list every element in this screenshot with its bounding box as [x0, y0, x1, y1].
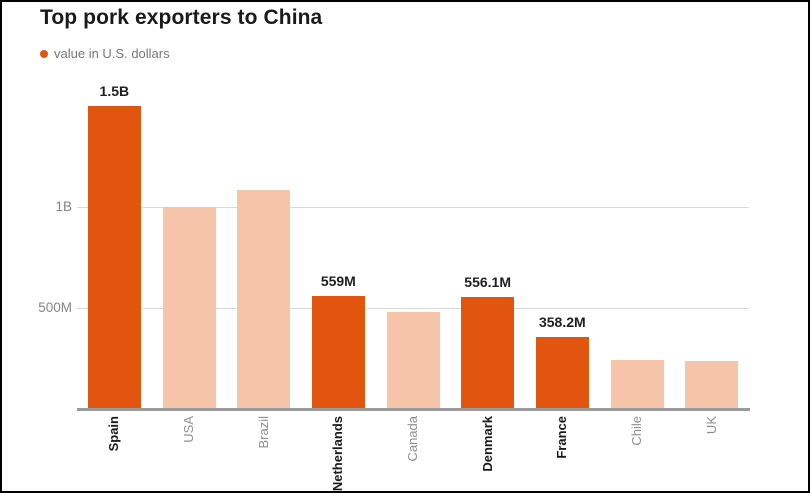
y-axis-tick-label-1b: 1B — [55, 199, 72, 214]
x-axis-label-france: France — [554, 416, 570, 459]
bar-brazil — [237, 189, 291, 409]
bar-spain — [87, 106, 141, 409]
bar-chile — [610, 360, 664, 409]
bar-value-label-denmark: 556.1M — [464, 273, 511, 290]
bar-value-label-france: 358.2M — [538, 313, 586, 330]
bar-value-label-netherlands: 559M — [320, 273, 356, 290]
x-axis-label-usa: USA — [181, 416, 196, 443]
x-axis-label-canada: Canada — [405, 416, 420, 462]
bar-canada — [386, 312, 440, 409]
legend: value in U.S. dollars — [40, 46, 170, 61]
y-axis-tick-label-500m: 500M — [38, 300, 72, 315]
bar-france — [535, 336, 589, 409]
bar-denmark — [461, 296, 515, 409]
legend-dot-icon — [40, 49, 48, 58]
bar-value-label-spain: 1.5B — [99, 83, 130, 99]
bar-netherlands — [311, 296, 365, 409]
gridline-500m — [77, 308, 749, 309]
x-axis-label-uk: UK — [703, 416, 719, 435]
x-axis-label-denmark: Denmark — [479, 416, 495, 472]
chart-title: Top pork exporters to China — [40, 6, 323, 29]
bar-uk — [685, 360, 739, 409]
gridline-1b — [77, 207, 749, 208]
x-axis-label-chile: Chile — [629, 416, 644, 446]
x-axis-label-spain: Spain — [106, 416, 122, 452]
x-axis-label-brazil: Brazil — [255, 416, 271, 449]
legend-label: value in U.S. dollars — [54, 46, 170, 61]
x-axis-label-netherlands: Netherlands — [330, 416, 346, 492]
x-axis-baseline — [77, 408, 750, 411]
bar-usa — [162, 207, 216, 409]
